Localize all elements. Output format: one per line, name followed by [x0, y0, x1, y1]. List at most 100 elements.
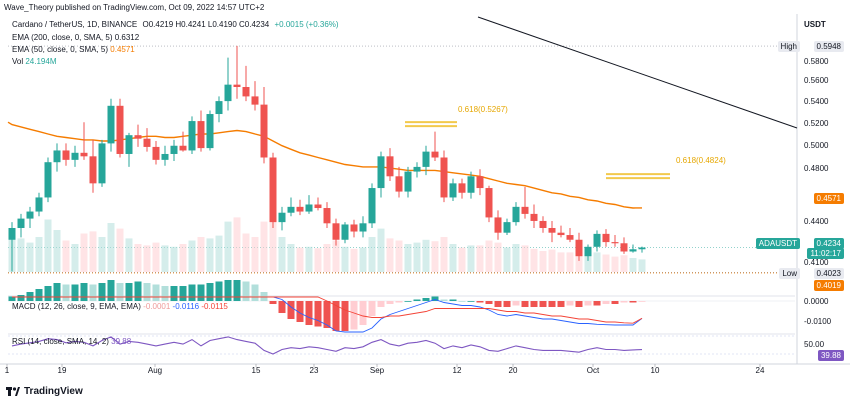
volume-bar	[368, 237, 376, 272]
macd-hist-bar	[458, 301, 466, 302]
volume-bar	[449, 244, 457, 272]
fib-label-1: 0.618(0.5267)	[458, 105, 508, 114]
volume-bar	[62, 240, 70, 272]
volume-bar	[440, 237, 448, 272]
rsi-tick-50: 50.00	[804, 340, 825, 349]
candle-body	[62, 150, 70, 160]
volume-bar	[620, 255, 628, 272]
price-tick-0: 0.5800	[804, 57, 829, 66]
candle-body	[386, 156, 394, 177]
macd-hist-bar	[530, 301, 538, 307]
publish-line: Wave_Theory published on TradingView.com…	[4, 3, 265, 12]
candle-body	[134, 135, 142, 139]
candle-body	[314, 204, 322, 209]
xaxis-label-24: 24	[755, 366, 765, 375]
candle-body	[107, 105, 115, 144]
candle-body	[521, 206, 529, 214]
macd-legend[interactable]: MACD (12, 26, close, 9, EMA, EMA) -0.000…	[12, 302, 228, 311]
candle-body	[161, 153, 169, 160]
macd-hist-bar	[89, 284, 97, 301]
price-tick-7: 0.4100	[804, 258, 829, 267]
volume-bar	[251, 237, 259, 272]
volume-bar	[53, 230, 61, 272]
volume-bar	[71, 244, 79, 272]
candle-body	[368, 188, 376, 224]
candle-body	[278, 212, 286, 223]
volume-bar	[179, 244, 187, 272]
rsi-tag: 39.88	[817, 350, 844, 361]
macd-hist-bar	[107, 280, 115, 301]
candle-body	[224, 84, 232, 102]
macd-tick-0: 0.0000	[804, 297, 829, 306]
ema200-value: 0.6312	[114, 33, 140, 42]
volume-bar	[521, 245, 529, 272]
macd-hist-bar	[575, 301, 583, 307]
candle-body	[242, 87, 250, 97]
candle-body	[341, 224, 349, 240]
volume-bar	[512, 244, 520, 272]
ema50-legend[interactable]: EMA (50, close, 0, SMA, 5) 0.4571	[12, 45, 135, 54]
volume-bar	[242, 233, 250, 272]
price-tick-5: 0.4800	[804, 164, 829, 173]
ema200-legend[interactable]: EMA (200, close, 0, SMA, 5) 0.6312	[12, 33, 139, 42]
xaxis-label-oct: Oct	[586, 366, 600, 375]
candle-body	[188, 121, 196, 151]
volume-bar	[134, 244, 142, 272]
macd-hist-bar	[593, 301, 601, 306]
tradingview-brand[interactable]: TradingView	[6, 386, 83, 397]
last-price-tag: 0.4234	[813, 238, 844, 249]
ohlc-values: O0.4219 H0.4241 L0.4190 C0.4234	[142, 20, 270, 29]
rsi-legend[interactable]: RSI (14, close, SMA, 14, 2) 39.88	[12, 337, 131, 346]
symbol-legend: Cardano / TetherUS, 1D, BINANCE O0.4219 …	[12, 20, 339, 29]
volume-bar	[539, 251, 547, 272]
macd-hist-bar	[368, 301, 376, 316]
macd-hist-bar	[98, 283, 106, 301]
volume-value: 24.194M	[25, 57, 57, 66]
macd-hist-bar	[359, 301, 367, 325]
volume-legend[interactable]: Vol 24.194M	[12, 57, 57, 66]
rsi-value: 39.88	[111, 337, 132, 346]
candle-body	[458, 183, 466, 193]
candle-body	[80, 152, 88, 157]
volume-bar	[611, 256, 619, 272]
volume-bar	[314, 248, 322, 272]
macd-hist-bar	[377, 301, 385, 307]
candle-body	[629, 249, 637, 252]
volume-bar	[287, 244, 295, 272]
macd-hist-bar	[251, 284, 259, 301]
low-value: 0.4023	[813, 268, 844, 279]
price-tick-3: 0.5200	[804, 119, 829, 128]
macd-hist-bar	[233, 280, 241, 301]
macd-hist-bar	[197, 284, 205, 301]
volume-bar	[341, 246, 349, 272]
volume-bar	[593, 252, 601, 272]
volume-bar	[503, 247, 511, 272]
volume-bar	[224, 221, 232, 272]
volume-bar	[206, 238, 214, 272]
macd-hist-bar	[431, 296, 439, 301]
ema50-value: 0.4571	[110, 45, 135, 54]
macd-hist-bar	[188, 284, 196, 301]
volume-bar	[98, 237, 106, 272]
macd-hist-bar	[278, 301, 286, 313]
volume-bar	[413, 242, 421, 272]
candle-body	[233, 84, 241, 87]
volume-bar	[476, 245, 484, 272]
volume-bar	[80, 233, 88, 272]
symbol-title[interactable]: Cardano / TetherUS, 1D, BINANCE	[12, 20, 138, 29]
volume-bar	[458, 247, 466, 272]
candle-body	[548, 228, 556, 233]
xaxis-label-19: 19	[57, 366, 67, 375]
candle-body	[197, 121, 205, 149]
volume-bar	[269, 212, 277, 272]
candle-body	[422, 151, 430, 167]
xaxis-label-10: 10	[650, 366, 660, 375]
signal-line	[12, 296, 643, 324]
macd-hist-bar	[143, 283, 151, 301]
axis-currency: USDT	[804, 20, 826, 29]
candle-body	[557, 232, 565, 236]
macd-hist-bar	[53, 283, 61, 301]
macd-hist-bar	[485, 301, 493, 304]
